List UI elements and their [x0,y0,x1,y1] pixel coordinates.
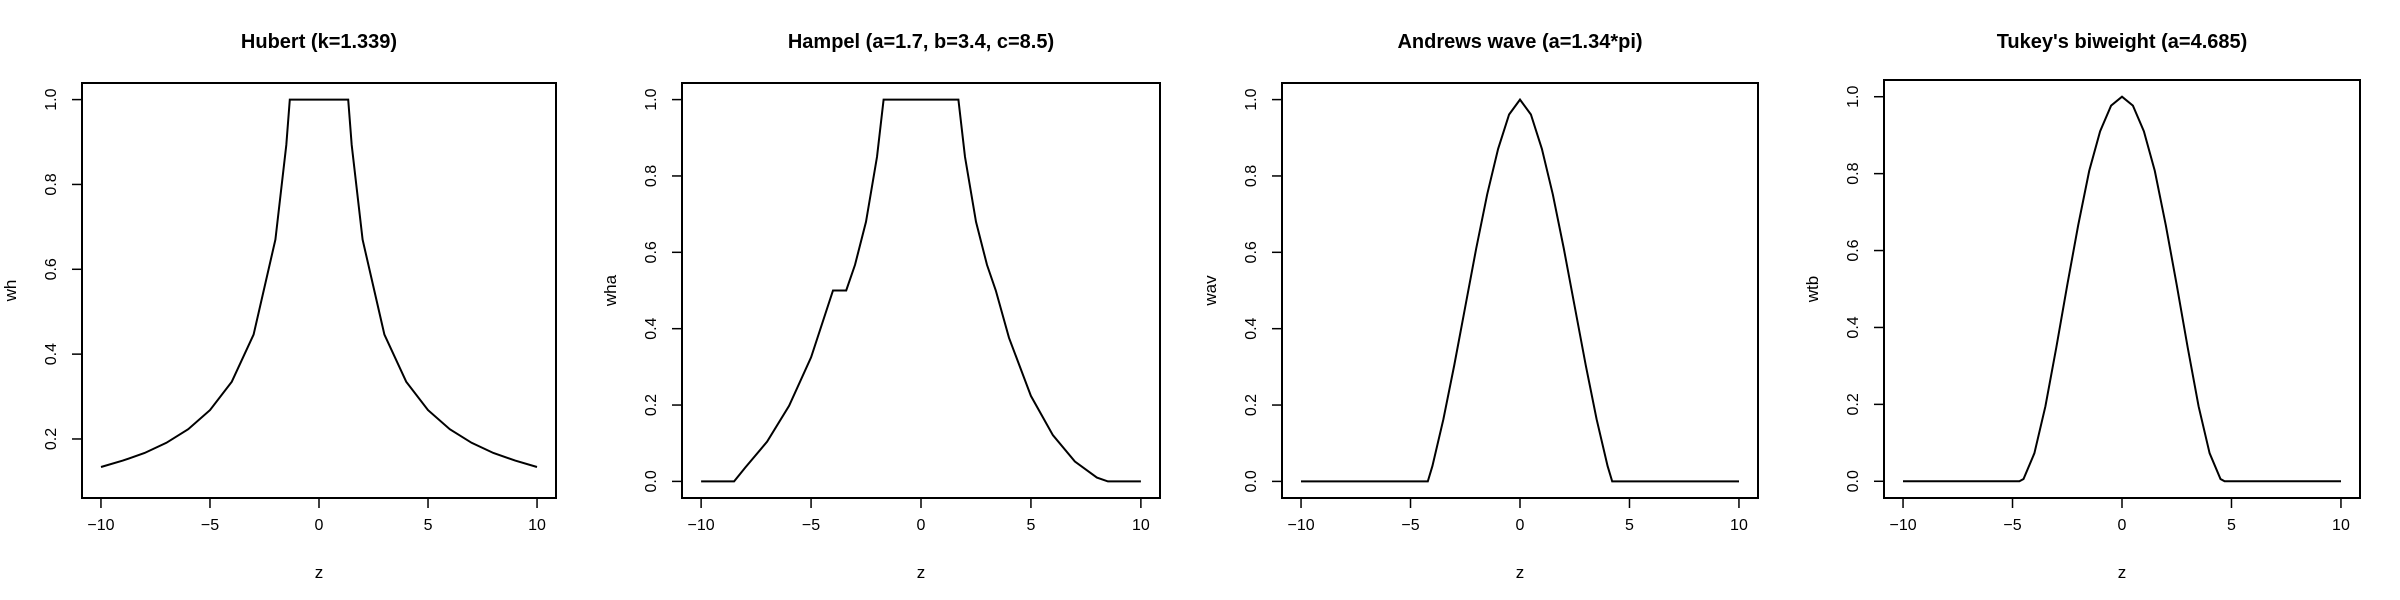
x-tick-label: 0 [917,517,926,534]
x-tick-label: 5 [424,517,433,534]
y-tick-label: 1.0 [643,88,660,110]
y-tick-label: 0.6 [1243,241,1260,263]
x-axis-label: z [315,563,324,582]
y-tick-label: 0.6 [643,241,660,263]
plot-frame [1281,82,1759,499]
x-axis-label: z [917,563,926,582]
x-tick-label: −10 [1287,517,1314,534]
plot-frame [1883,79,2361,499]
x-tick-label: 10 [528,517,546,534]
x-tick-label: −5 [201,517,219,534]
x-tick-label: 0 [2118,517,2127,534]
y-tick-label: 0.0 [643,470,660,492]
y-tick-label: 0.4 [1845,316,1862,338]
plot-frame [681,82,1161,499]
y-tick-label: 0.8 [1845,162,1862,184]
y-axis-label: wh [1,280,20,303]
y-tick-label: 1.0 [1243,88,1260,110]
y-tick-label: 0.0 [1243,470,1260,492]
series-line-1 [100,98,538,468]
y-tick-label: 0.0 [1845,470,1862,492]
y-tick-label: 0.4 [43,343,60,365]
chart-title: Hampel (a=1.7, b=3.4, c=8.5) [788,31,1054,53]
chart-panel-2: Hampel (a=1.7, b=3.4, c=8.5) z wha −10 −5 0 5 1… [601,31,1161,582]
x-tick-label: 10 [1132,517,1150,534]
x-tick-label: −5 [802,517,820,534]
chart-panel-4: Tukey's biweight (a=4.685) z wtb −10 −5 0 5 10 0… [1803,31,2361,582]
chart-title: Andrews wave (a=1.34*pi) [1397,31,1642,53]
x-tick-label: 0 [1516,517,1525,534]
y-tick-label: 0.2 [43,428,60,450]
series-line-1 [1903,95,2341,483]
y-tick-label: 0.6 [1845,239,1862,261]
plot-frame [81,82,557,499]
x-tick-label: −10 [87,517,114,534]
y-tick-label: 0.4 [1243,317,1260,339]
x-tick-label: 5 [1026,517,1035,534]
y-tick-label: 0.8 [643,165,660,187]
x-axis-label: z [2118,563,2127,582]
chart-title: Hubert (k=1.339) [241,31,397,53]
x-tick-label: 5 [1625,517,1634,534]
y-tick-label: 0.2 [1243,394,1260,416]
y-tick-label: 0.2 [1845,393,1862,415]
y-tick-label: 0.4 [643,317,660,339]
y-axis-label: wtb [1803,276,1822,303]
x-tick-label: −10 [1889,517,1916,534]
y-axis-label: wav [1201,275,1220,307]
x-tick-label: −5 [1401,517,1419,534]
series-line-1 [1301,97,1739,483]
x-tick-label: −5 [2003,517,2021,534]
y-tick-label: 0.2 [643,394,660,416]
series-line-1 [701,98,1141,483]
x-tick-label: 10 [2332,517,2350,534]
chart-title: Tukey's biweight (a=4.685) [1997,31,2248,53]
y-tick-label: 0.8 [43,173,60,195]
x-tick-label: −10 [688,517,715,534]
x-tick-label: 0 [315,517,324,534]
x-axis-label: z [1516,563,1525,582]
chart-panel-1: Hubert (k=1.339) z wh −10 −5 0 5 10 0.2 0.4 0.6 0.8… [1,31,557,582]
y-tick-label: 0.8 [1243,165,1260,187]
x-tick-label: 5 [2227,517,2236,534]
x-tick-label: 10 [1730,517,1748,534]
y-tick-label: 1.0 [43,88,60,110]
y-tick-label: 1.0 [1845,86,1862,108]
y-axis-label: wha [601,274,620,307]
y-tick-label: 0.6 [43,258,60,280]
chart-panel-3: Andrews wave (a=1.34*pi) z wav −10 −5 0 5 10 0.0… [1201,31,1759,582]
